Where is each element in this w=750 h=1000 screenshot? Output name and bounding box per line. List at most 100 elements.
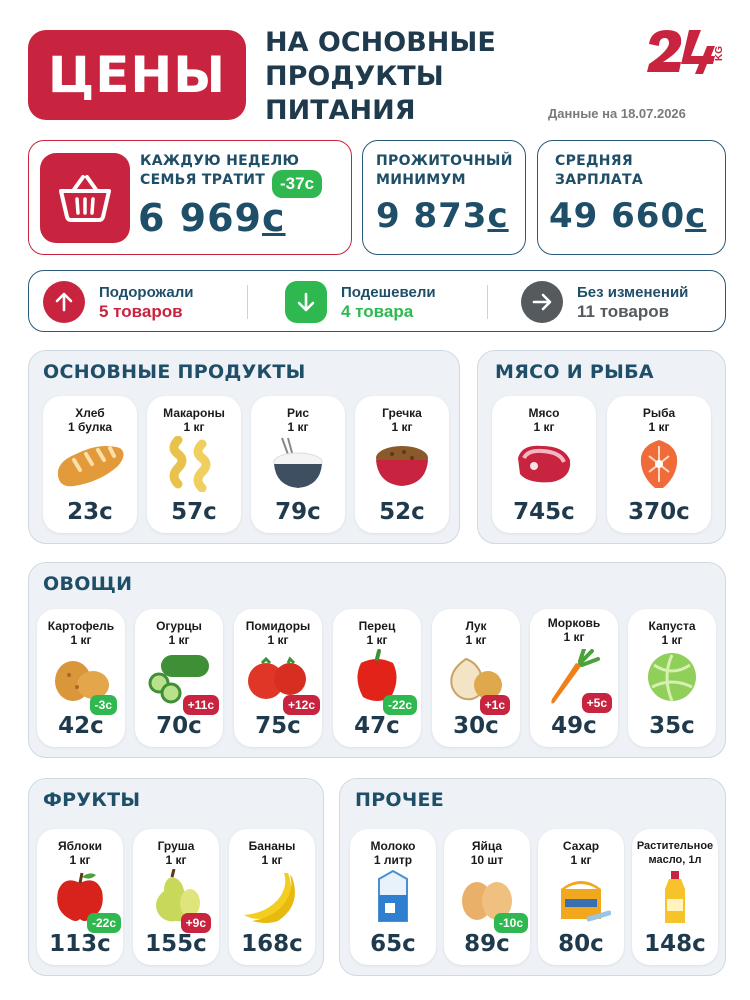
product-price: 65с — [370, 931, 416, 957]
salary-label-line: СРЕДНЯЯ — [555, 153, 633, 169]
product-card-potato: Картофель 1 кг -3с 42с — [37, 609, 125, 747]
currency-sign: с — [487, 196, 509, 236]
product-card-banana: Бананы 1 кг 168с — [229, 829, 315, 965]
product-price: 148с — [644, 931, 706, 957]
title-text: ЦЕНЫ — [47, 46, 227, 104]
product-card-carrot: Морковь 1 кг +5с 49с — [530, 609, 618, 747]
bread-icon — [57, 446, 124, 487]
arrow-up-icon — [43, 281, 85, 323]
minimum-label: ПРОЖИТОЧНЫЙ МИНИМУМ — [376, 152, 513, 190]
product-price: 57с — [171, 499, 217, 525]
cabbage-icon — [648, 653, 696, 702]
fish-icon — [640, 440, 678, 488]
rice-icon — [273, 437, 323, 488]
price-delta-badge: +5с — [581, 693, 612, 713]
price-change-summary: Подорожали 5 товаров Подешевели 4 товара… — [28, 270, 726, 332]
product-card-onion: Лук 1 кг +1с 30с — [432, 609, 520, 747]
pear-icon — [156, 869, 200, 922]
product-price: 35с — [649, 713, 695, 739]
onion-icon — [450, 657, 502, 701]
product-price: 75с — [255, 713, 301, 739]
product-name: Бананы 1 кг — [248, 839, 296, 867]
arrow-down-icon — [285, 281, 327, 323]
potato-icon — [55, 661, 109, 701]
minimum-value: 9 873с — [376, 196, 509, 236]
product-price: 89с — [464, 931, 510, 957]
product-name: Сахар 1 кг — [562, 839, 600, 867]
product-card-eggs: Яйца 10 шт -10с 89с — [444, 829, 530, 965]
salary-number: 49 660 — [549, 196, 686, 236]
product-name: Растительное масло, 1л — [636, 840, 714, 866]
cucumber-icon — [148, 655, 209, 704]
product-price: 168с — [241, 931, 303, 957]
apple-icon — [57, 872, 103, 921]
tomato-icon — [248, 656, 306, 699]
basic-products-panel: ОСНОВНЫЕ ПРОДУКТЫ Хлеб 1 булка 23с Макаро… — [28, 350, 460, 544]
logo: KG — [645, 28, 725, 76]
product-card-buckwheat: Гречка 1 кг 52с — [355, 396, 449, 533]
summary-down-count: 4 товара — [341, 302, 414, 321]
summary-same-count: 11 товаров — [577, 302, 670, 321]
product-name: Яблоки 1 кг — [58, 839, 102, 867]
product-price: 23с — [67, 499, 113, 525]
vegetables-panel: ОВОЩИ Картофель 1 кг -3с 42с Огурцы 1 кг +… — [28, 562, 726, 758]
product-card-cabbage: Капуста 1 кг 35с — [628, 609, 716, 747]
product-card-pepper: Перец 1 кг -22с 47с — [333, 609, 421, 747]
price-delta-badge: -22с — [382, 695, 417, 715]
meat-fish-panel: МЯСО И РЫБА Мясо 1 кг 745с Рыба 1 кг 370с — [477, 350, 726, 544]
price-delta-badge: -3с — [89, 695, 117, 715]
basket-icon — [59, 175, 111, 222]
product-name: Перец 1 кг — [358, 619, 396, 647]
summary-same-label: Без изменений — [577, 284, 689, 301]
salary-card — [537, 140, 726, 255]
arrow-right-icon — [521, 281, 563, 323]
summary-down-label: Подешевели — [341, 284, 436, 301]
oil-bottle-icon — [665, 871, 685, 923]
product-name: Огурцы 1 кг — [156, 619, 202, 647]
divider — [487, 285, 488, 319]
price-delta-badge: +1с — [479, 695, 510, 715]
product-price: 79с — [275, 499, 321, 525]
weekly-label-line: КАЖДУЮ НЕДЕЛЮ — [140, 153, 300, 169]
logo-suffix: KG — [714, 46, 725, 61]
basket-tile — [40, 153, 130, 243]
product-card-pasta: Макароны 1 кг 57с — [147, 396, 241, 533]
section-title: ОСНОВНЫЕ ПРОДУКТЫ — [43, 361, 306, 383]
currency-sign: с — [262, 196, 286, 240]
weekly-label-line: СЕМЬЯ ТРАТИТ — [140, 172, 266, 188]
banana-icon — [244, 873, 295, 923]
product-card-sugar: Сахар 1 кг 80с — [538, 829, 624, 965]
product-card-cucumber: Огурцы 1 кг +11с 70с — [135, 609, 223, 747]
product-card-pear: Груша 1 кг +9с 155с — [133, 829, 219, 965]
product-name: Капуста 1 кг — [648, 619, 696, 647]
product-card-fish: Рыба 1 кг 370с — [607, 396, 711, 533]
product-name: Помидоры 1 кг — [245, 619, 311, 647]
product-name: Рис 1 кг — [286, 406, 310, 434]
product-card-rice: Рис 1 кг 79с — [251, 396, 345, 533]
meat-icon — [518, 445, 571, 483]
salary-label-line: ЗАРПЛАТА — [555, 172, 644, 188]
product-card-apple: Яблоки 1 кг -22с 113с — [37, 829, 123, 965]
product-card-tomato: Помидоры 1 кг +12с 75с — [234, 609, 322, 747]
summary-up-label: Подорожали — [99, 284, 194, 301]
subtitle-line: НА ОСНОВНЫЕ — [265, 27, 496, 58]
minimum-label-line: ПРОЖИТОЧНЫЙ — [376, 153, 513, 169]
product-price: 70с — [156, 713, 202, 739]
pepper-icon — [357, 649, 397, 701]
product-name: Картофель 1 кг — [47, 619, 115, 647]
price-delta-badge: -22с — [86, 913, 121, 933]
title-badge: ЦЕНЫ — [28, 30, 246, 120]
currency-sign: с — [685, 196, 707, 236]
sugar-icon — [561, 881, 611, 922]
summary-up: Подорожали 5 товаров — [43, 271, 193, 333]
product-name: Макароны 1 кг — [163, 406, 225, 434]
data-date: Данные на 18.07.2026 — [548, 106, 686, 121]
salary-value: 49 660с — [549, 196, 706, 236]
subtitle-line: ПИТАНИЯ — [265, 95, 416, 126]
price-delta-badge: +9с — [180, 913, 211, 933]
product-name: Рыба 1 кг — [642, 406, 676, 434]
section-title: ОВОЩИ — [43, 573, 133, 595]
salary-label: СРЕДНЯЯ ЗАРПЛАТА — [555, 152, 643, 190]
product-card-meat: Мясо 1 кг 745с — [492, 396, 596, 533]
product-name: Лук 1 кг — [465, 619, 487, 647]
